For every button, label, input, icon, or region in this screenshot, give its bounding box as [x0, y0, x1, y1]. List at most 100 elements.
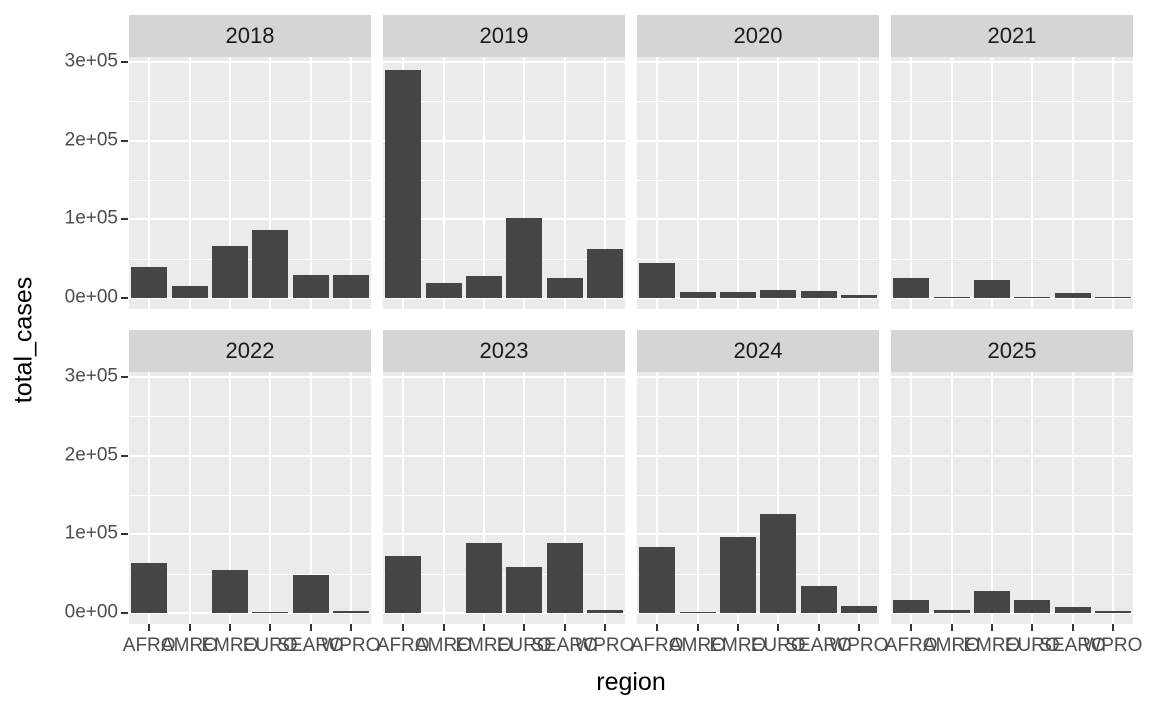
gridline-vertical: [857, 57, 860, 309]
bar-2021-SEARO: [1054, 293, 1091, 298]
gridline-vertical: [309, 57, 312, 309]
gridline-major-horizontal: [637, 297, 879, 299]
gridline-minor-horizontal: [129, 494, 371, 496]
gridline-major-horizontal: [891, 533, 1133, 536]
gridline-vertical: [228, 57, 231, 309]
bar-2021-AFRO: [893, 278, 930, 298]
gridline-vertical: [1111, 372, 1114, 624]
bar-2018-WPRO: [332, 275, 369, 298]
y-tick-mark: [121, 612, 128, 614]
facet-strip-label: 2020: [733, 23, 783, 48]
gridline-major-horizontal: [129, 533, 371, 536]
gridline-vertical: [950, 57, 953, 309]
x-tick-mark: [990, 624, 993, 631]
gridline-minor-horizontal: [637, 416, 879, 418]
bar-2022-WPRO: [332, 611, 369, 613]
facet-strip-2025: 2025: [891, 330, 1133, 372]
gridline-minor-horizontal: [129, 416, 371, 418]
gridline-vertical: [1111, 57, 1114, 309]
gridline-vertical: [990, 57, 993, 309]
bar-2022-EMRO: [211, 569, 248, 613]
gridline-minor-horizontal: [637, 101, 879, 103]
gridline-major-horizontal: [891, 297, 1133, 299]
x-tick-label-EURO: EURO: [750, 635, 806, 656]
facet-strip-label: 2019: [479, 23, 529, 48]
bar-2018-EMRO: [211, 246, 248, 298]
gridline-vertical: [523, 372, 526, 624]
gridline-minor-horizontal: [637, 494, 879, 496]
x-tick-mark: [1111, 624, 1114, 631]
gridline-minor-horizontal: [129, 101, 371, 103]
gridline-minor-horizontal: [637, 573, 879, 575]
x-tick-mark: [950, 624, 953, 631]
x-tick-mark: [349, 624, 352, 631]
x-axis-title: region: [596, 668, 666, 696]
x-tick-mark: [1071, 624, 1074, 631]
gridline-major-horizontal: [891, 139, 1133, 142]
x-tick-mark: [656, 624, 659, 631]
gridline-major-horizontal: [129, 375, 371, 378]
facet-panel-2023: [383, 372, 625, 624]
x-tick-label-EMRO: EMRO: [963, 635, 1021, 656]
gridline-major-horizontal: [129, 139, 371, 142]
facet-strip-2022: 2022: [129, 330, 371, 372]
gridline-minor-horizontal: [891, 416, 1133, 418]
x-tick-label-WPRO: WPRO: [321, 635, 381, 656]
gridline-vertical: [148, 57, 151, 309]
bar-2020-AMRO: [679, 292, 716, 298]
gridline-vertical: [349, 372, 352, 624]
gridline-major-horizontal: [637, 375, 879, 378]
gridline-vertical: [269, 57, 272, 309]
gridline-vertical: [910, 57, 913, 309]
x-tick-label-SEARO: SEARO: [531, 635, 598, 656]
y-tick-label: 2e+05: [64, 444, 118, 466]
y-tick-label: 1e+05: [64, 208, 118, 230]
bar-2024-EURO: [760, 513, 797, 613]
x-tick-mark: [228, 624, 231, 631]
gridline-major-horizontal: [129, 218, 371, 221]
bar-2020-AFRO: [639, 262, 676, 298]
gridline-vertical: [990, 372, 993, 624]
x-tick-label-EURO: EURO: [1004, 635, 1060, 656]
y-tick-mark: [121, 297, 128, 299]
bar-2019-AFRO: [385, 69, 422, 298]
gridline-minor-horizontal: [891, 258, 1133, 260]
bar-2023-EMRO: [465, 542, 502, 613]
gridline-vertical: [950, 372, 953, 624]
gridline-minor-horizontal: [383, 101, 625, 103]
gridline-major-horizontal: [891, 218, 1133, 221]
gridline-major-horizontal: [891, 60, 1133, 63]
y-tick-mark: [121, 60, 128, 63]
x-tick-label-AFRO: AFRO: [376, 635, 430, 656]
y-tick-mark: [121, 139, 128, 142]
bar-2021-EMRO: [973, 279, 1010, 298]
facet-strip-2020: 2020: [637, 15, 879, 57]
gridline-major-horizontal: [383, 139, 625, 142]
gridline-vertical: [910, 372, 913, 624]
gridline-vertical: [349, 57, 352, 309]
bar-2021-WPRO: [1094, 296, 1131, 298]
facet-panel-2024: [637, 372, 879, 624]
bar-2024-SEARO: [800, 586, 837, 613]
bar-2019-EURO: [506, 217, 543, 298]
y-tick-mark: [121, 533, 128, 536]
gridline-vertical: [188, 57, 191, 309]
bar-2023-SEARO: [546, 542, 583, 613]
gridline-vertical: [603, 57, 606, 309]
gridline-major-horizontal: [637, 139, 879, 142]
gridline-major-horizontal: [891, 375, 1133, 378]
gridline-minor-horizontal: [383, 416, 625, 418]
gridline-major-horizontal: [129, 297, 371, 299]
gridline-minor-horizontal: [383, 258, 625, 260]
gridline-vertical: [656, 372, 659, 624]
gridline-vertical: [817, 57, 820, 309]
x-tick-mark: [563, 624, 566, 631]
gridline-minor-horizontal: [637, 179, 879, 181]
bar-2018-AMRO: [171, 286, 208, 298]
bar-2019-SEARO: [546, 277, 583, 298]
gridline-minor-horizontal: [129, 573, 371, 575]
facet-panel-2022: [129, 372, 371, 624]
gridline-vertical: [736, 372, 739, 624]
bar-2024-AMRO: [679, 612, 716, 613]
